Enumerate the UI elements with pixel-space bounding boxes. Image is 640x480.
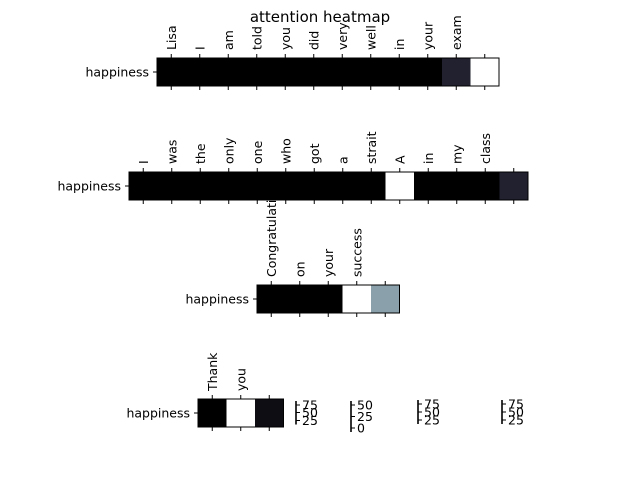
token-label: one xyxy=(250,140,265,164)
heatmap-cell xyxy=(470,58,500,86)
token-label: exam xyxy=(449,15,464,50)
heatmap-cell xyxy=(371,285,400,313)
heatmap-cell xyxy=(471,172,500,200)
token-label: my xyxy=(449,144,464,164)
heatmap-cell xyxy=(328,58,357,86)
heatmap-cell xyxy=(385,172,415,200)
colorbar-tick-label: 0 xyxy=(357,421,365,436)
token-label: class xyxy=(478,133,493,164)
heatmap-cell xyxy=(255,399,284,427)
token-label: success xyxy=(349,228,364,277)
colorbar-tick-label: 75 xyxy=(424,397,440,412)
token-label: you xyxy=(233,368,248,391)
token-label: the xyxy=(193,143,208,164)
heatmap-cell xyxy=(242,58,272,86)
colorbar-tick-label: 75 xyxy=(302,398,318,413)
token-label: got xyxy=(307,143,322,164)
row-label: happiness xyxy=(57,179,121,194)
heatmap-cell xyxy=(271,172,301,200)
heatmap-cell xyxy=(299,58,329,86)
heatmap-panel: happiness Thank you xyxy=(126,352,284,431)
heatmap-cell xyxy=(129,172,158,200)
token-label: a xyxy=(335,156,350,164)
colorbar-tick-label: 25 xyxy=(357,409,373,424)
row-label: happiness xyxy=(85,65,149,80)
heatmap-cell xyxy=(185,58,215,86)
colorbar-tick-label: 25 xyxy=(424,413,440,428)
heatmap-cell xyxy=(285,285,315,313)
heatmap-cell xyxy=(356,58,386,86)
token-label: your xyxy=(321,248,336,277)
token-label: A xyxy=(392,155,407,164)
heatmap-cell xyxy=(186,172,215,200)
colorbar-tick-label: 25 xyxy=(508,413,524,428)
heatmap-cell xyxy=(226,399,256,427)
heatmap-cell xyxy=(257,285,286,313)
colorbar-tick-label: 50 xyxy=(508,405,524,420)
heatmap-cell xyxy=(499,172,529,200)
token-label: only xyxy=(221,137,236,164)
token-label: your xyxy=(420,21,435,50)
heatmap-cell xyxy=(243,172,272,200)
row-label: happiness xyxy=(126,406,190,421)
heatmap-cell xyxy=(300,172,329,200)
token-label: told xyxy=(249,26,264,50)
heatmap-cell xyxy=(271,58,300,86)
token-label: very xyxy=(335,22,350,50)
heatmap-cell xyxy=(442,58,471,86)
token-label: Lisa xyxy=(164,25,179,50)
heatmap-cell xyxy=(342,285,372,313)
colorbar-tick-label: 50 xyxy=(357,398,373,413)
token-label: who xyxy=(278,138,293,164)
heatmap-cell xyxy=(198,399,227,427)
token-label: was xyxy=(164,140,179,164)
token-label: I xyxy=(136,160,151,164)
colorbar-tick-label: 50 xyxy=(424,405,440,420)
chart-title: attention heatmap xyxy=(250,8,390,26)
token-label: am xyxy=(221,30,236,50)
heatmap-cell xyxy=(157,58,186,86)
heatmap-cell xyxy=(385,58,414,86)
token-label: you xyxy=(278,27,293,50)
heatmap-cell xyxy=(214,58,243,86)
heatmap-cell xyxy=(357,172,386,200)
colorbar-tick-label: 50 xyxy=(302,405,318,420)
token-label: in xyxy=(421,153,436,164)
token-label: did xyxy=(306,31,321,50)
heatmap-cell xyxy=(414,172,443,200)
heatmap-cell xyxy=(157,172,187,200)
heatmap-cell xyxy=(442,172,472,200)
token-label: on xyxy=(292,261,307,277)
heatmap-cell xyxy=(413,58,443,86)
token-label: in xyxy=(392,39,407,50)
colorbar-tick-label: 25 xyxy=(302,413,318,428)
colorbar-tick-label: 75 xyxy=(508,397,524,412)
heatmap-panel: happiness Congratulations on your success xyxy=(185,178,400,317)
heatmap-cell xyxy=(328,172,358,200)
token-label: strait xyxy=(364,131,379,164)
token-label: well xyxy=(363,25,378,50)
heatmap-cell xyxy=(314,285,343,313)
token-label: Congratulations xyxy=(264,178,279,277)
heatmap-cell xyxy=(214,172,244,200)
token-label: I xyxy=(192,46,207,50)
row-label: happiness xyxy=(185,292,249,307)
token-label: Thank xyxy=(205,352,220,392)
